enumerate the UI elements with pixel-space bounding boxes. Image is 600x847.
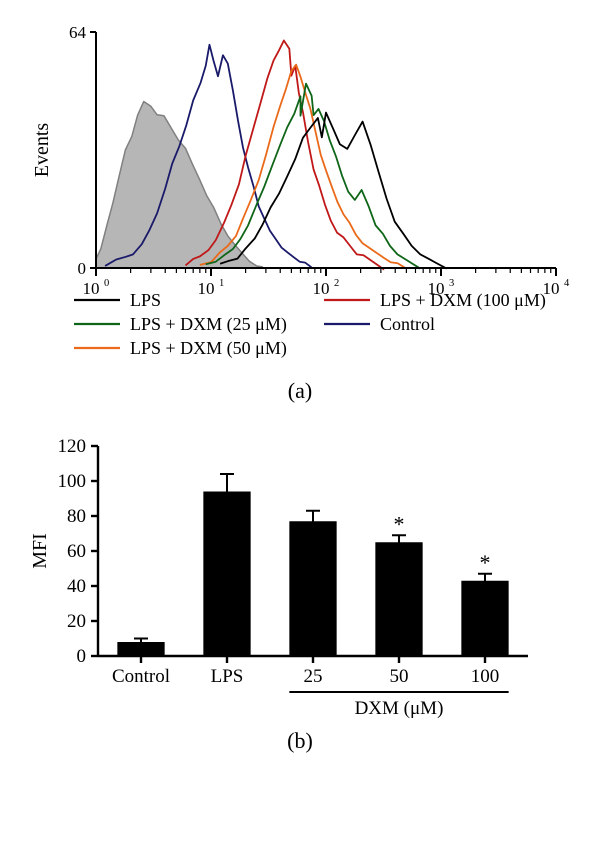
svg-text:10: 10: [313, 279, 330, 298]
legend-label: LPS + DXM (25 μM): [130, 314, 287, 335]
y-tick-label: 40: [67, 576, 86, 597]
figure-container: 0 64 Events 100 10 1 10 2 10 3 104 LPS LPS + DXM (25…: [0, 10, 600, 754]
y-axis-label: MFI: [29, 533, 51, 569]
bar: [375, 542, 422, 656]
y-tick-label: 60: [67, 541, 86, 562]
svg-text:2: 2: [334, 278, 339, 289]
legend-label: LPS + DXM (50 μM): [130, 338, 287, 359]
x-tick-label: 10 1: [198, 278, 225, 298]
x-tick-label: 10 2: [313, 278, 340, 298]
y-tick-label: 0: [77, 646, 87, 667]
legend-label: LPS: [130, 290, 161, 310]
svg-text:1: 1: [219, 278, 224, 289]
y-tick-label: 120: [58, 436, 87, 457]
series-lps-dxm-25: [206, 84, 421, 269]
y-tick-label: 64: [69, 23, 87, 42]
svg-text:10: 10: [83, 279, 100, 298]
svg-text:0: 0: [104, 278, 109, 289]
svg-text:3: 3: [449, 278, 454, 289]
significance-mark: *: [480, 550, 491, 575]
y-tick-label: 100: [58, 471, 87, 492]
y-axis-label: Events: [31, 123, 53, 178]
x-tick-label: 100: [471, 666, 500, 687]
x-tick-label: LPS: [211, 666, 244, 687]
x-tick-label: 25: [304, 666, 323, 687]
svg-text:4: 4: [564, 278, 570, 289]
panel-b-barchart: 0 20 40 60 80 100 120 MFI Control LPS 25 * 50 * 100 DXM…: [18, 428, 578, 720]
group-label: DXM (μM): [355, 698, 444, 719]
y-tick-label: 80: [67, 506, 86, 527]
x-tick-label: Control: [112, 666, 170, 687]
significance-mark: *: [394, 511, 405, 536]
legend-label: Control: [380, 314, 435, 334]
bar: [461, 581, 508, 656]
y-tick-label: 20: [67, 611, 86, 632]
panel-b-label: (b): [0, 728, 600, 754]
x-tick-label: 50: [390, 666, 409, 687]
bar: [289, 521, 336, 656]
x-tick-label: 104: [543, 278, 571, 298]
series-lps-dxm-50: [200, 65, 406, 268]
legend-label: LPS + DXM (100 μM): [380, 290, 546, 311]
y-tick-label: 0: [78, 259, 87, 278]
panel-a-histogram: 064Events100101102103104LPSLPS + DXM (25…: [18, 10, 578, 370]
panel-a-label: (a): [0, 378, 600, 404]
svg-text:10: 10: [198, 279, 215, 298]
x-tick-label: 10 0: [83, 278, 110, 298]
bar: [203, 492, 250, 657]
